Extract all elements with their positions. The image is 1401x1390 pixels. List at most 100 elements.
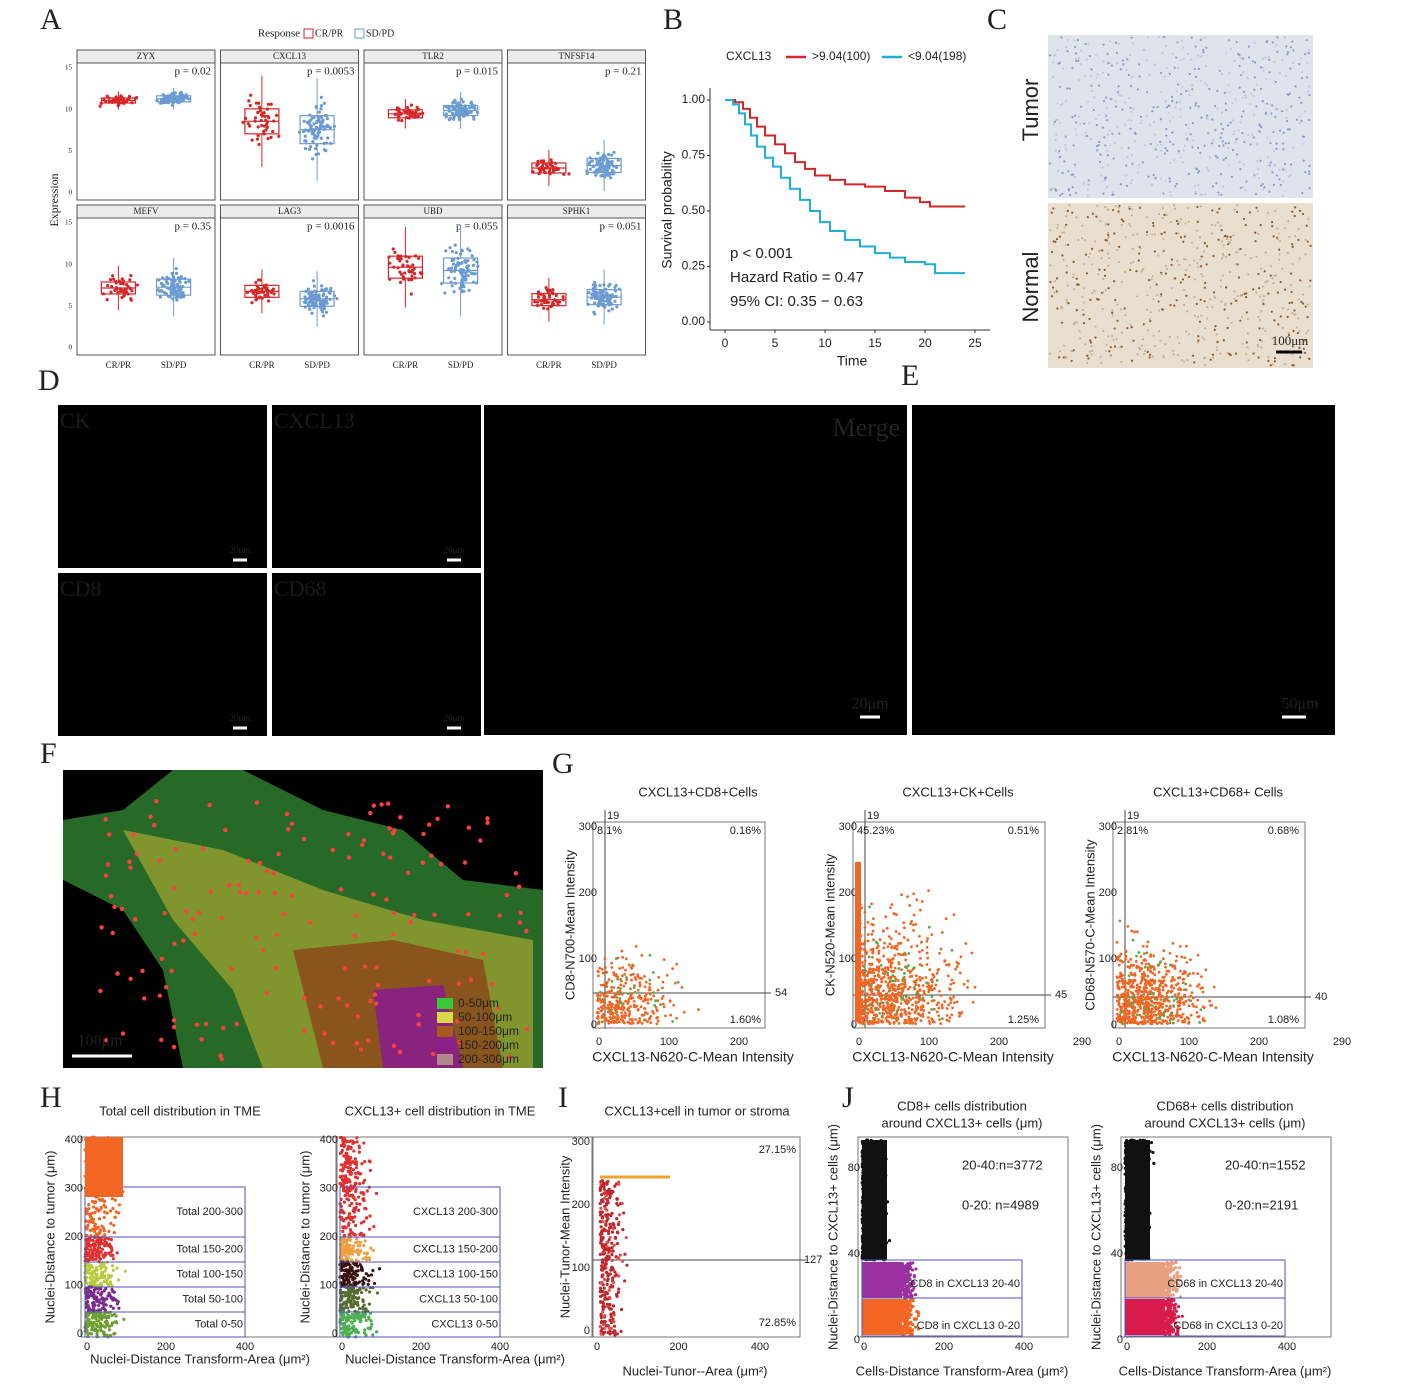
dot <box>1264 270 1266 272</box>
dot <box>1175 56 1177 58</box>
dot <box>1256 160 1258 162</box>
dot <box>548 296 551 299</box>
dot <box>321 125 324 128</box>
dot <box>1071 350 1073 352</box>
dot <box>1096 149 1098 151</box>
dot <box>1052 76 1054 78</box>
dot <box>1139 207 1141 209</box>
dot <box>1067 244 1069 246</box>
dot <box>1236 41 1238 43</box>
dot <box>1156 283 1158 285</box>
dot <box>1131 326 1133 328</box>
dot <box>1178 152 1180 154</box>
dot <box>1270 274 1272 276</box>
dot <box>1175 232 1177 234</box>
dot <box>1072 276 1074 278</box>
dot <box>448 118 451 121</box>
dot <box>1257 316 1259 318</box>
dot <box>1111 312 1113 314</box>
dot <box>1258 327 1260 329</box>
label: 95% CI: 0.35 − 0.63 <box>730 293 863 310</box>
dot <box>1104 269 1106 271</box>
dot <box>1208 88 1210 90</box>
dot <box>1180 157 1182 159</box>
dot <box>1095 216 1097 218</box>
dot <box>1246 341 1248 343</box>
dot <box>1173 159 1175 161</box>
dot <box>463 259 466 262</box>
dot <box>1265 78 1267 80</box>
dot <box>1163 214 1165 216</box>
dot <box>1256 143 1258 145</box>
dot <box>1060 306 1062 308</box>
dot <box>1255 207 1257 209</box>
dot <box>1127 119 1129 121</box>
dot <box>267 103 270 106</box>
dot <box>545 286 548 289</box>
label: LAG3 <box>278 206 301 216</box>
dot <box>1117 85 1119 87</box>
dot <box>1256 256 1258 258</box>
dot <box>1278 249 1280 251</box>
dot <box>1074 321 1076 323</box>
dot <box>1272 282 1274 284</box>
dot <box>1116 303 1118 305</box>
dot <box>324 125 327 128</box>
dot <box>1272 41 1274 43</box>
dot <box>1203 338 1205 340</box>
dot <box>1197 266 1199 268</box>
dot <box>1166 214 1168 216</box>
dot <box>254 281 257 284</box>
dot <box>1115 105 1117 107</box>
dot <box>1308 187 1310 189</box>
dot <box>1087 216 1089 218</box>
dot <box>1113 157 1115 159</box>
dot <box>1202 51 1204 53</box>
dot <box>471 106 474 109</box>
dot <box>1169 180 1171 182</box>
label: 5 <box>69 302 73 310</box>
dot <box>1225 109 1227 111</box>
dot <box>312 116 315 119</box>
dot <box>1309 285 1311 287</box>
dot <box>1076 278 1078 280</box>
dot <box>1106 150 1108 152</box>
dot <box>166 282 169 285</box>
dot <box>1086 362 1088 364</box>
label: p = 0.21 <box>605 66 641 78</box>
dot <box>1082 309 1084 311</box>
dot <box>1197 55 1199 57</box>
dot <box>1083 301 1085 303</box>
dot <box>1297 239 1299 241</box>
dot <box>598 284 601 287</box>
dot <box>1100 257 1102 259</box>
dot <box>1233 60 1235 62</box>
dot <box>1248 46 1250 48</box>
dot <box>1239 161 1241 163</box>
dot <box>1116 52 1118 54</box>
dot <box>1273 235 1275 237</box>
dot <box>1304 171 1306 173</box>
dot <box>1086 272 1088 274</box>
dot <box>1255 193 1257 195</box>
dot <box>1245 296 1247 298</box>
dot <box>1257 233 1259 235</box>
dot <box>1276 227 1278 229</box>
dot <box>1083 263 1085 265</box>
dot <box>1111 335 1113 337</box>
dot <box>1244 254 1246 256</box>
dot <box>1297 317 1299 319</box>
dot <box>1204 242 1206 244</box>
dot <box>1067 285 1069 287</box>
dot <box>1223 255 1225 257</box>
dot <box>1300 120 1302 122</box>
dot <box>1248 56 1250 58</box>
dot <box>122 282 125 285</box>
dot <box>1233 133 1235 135</box>
dot <box>1284 36 1286 38</box>
dot <box>1223 159 1225 161</box>
dot <box>615 166 618 169</box>
dot <box>254 116 257 119</box>
dot <box>1173 204 1175 206</box>
dot <box>1131 179 1133 181</box>
